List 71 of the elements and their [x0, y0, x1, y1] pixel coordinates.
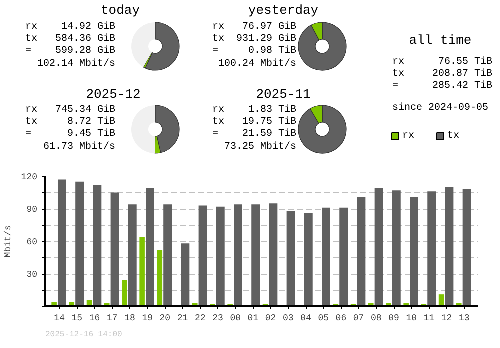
text: =	[392, 81, 399, 92]
y-tick-label: 30	[26, 270, 38, 280]
x-tick-label: 17	[106, 314, 118, 324]
text: =	[212, 129, 219, 140]
text: =	[212, 46, 219, 57]
text: 9.45 TiB	[67, 128, 116, 140]
text: tx	[212, 117, 225, 128]
x-tick-label: 16	[89, 314, 100, 324]
x-tick-label: 09	[388, 314, 400, 324]
text: 931.29 GiB	[236, 33, 297, 45]
y-tick-label: 60	[26, 238, 38, 248]
text: 584.36 GiB	[55, 33, 116, 45]
text: 599.28 GiB	[55, 45, 116, 57]
text: 8.72 TiB	[67, 116, 116, 128]
text: =	[26, 129, 32, 140]
text: 102.14 Mbit/s	[37, 58, 116, 70]
chart-title: 2025-11	[256, 87, 312, 102]
x-tick-label: 07	[353, 314, 364, 324]
x-tick-label: 20	[160, 314, 171, 324]
chart-title: today	[100, 3, 140, 18]
x-tick-label: 14	[54, 314, 65, 324]
y-axis-title: Mbit/s	[3, 225, 14, 258]
x-tick-label: 08	[371, 314, 382, 324]
text: 14.92 GiB	[61, 21, 116, 33]
legend-label: tx	[448, 131, 460, 142]
x-tick-label: 15	[72, 314, 83, 324]
text: 745.34 GiB	[55, 104, 116, 116]
text: all time	[409, 33, 472, 48]
text: rx	[392, 57, 405, 68]
x-tick-label: 13	[459, 314, 470, 324]
chart-title: yesterday	[248, 3, 319, 18]
text: 208.87 TiB	[432, 68, 493, 80]
chart-title: 2025-12	[86, 87, 141, 102]
text: since 2024-09-05	[392, 102, 489, 114]
x-tick-label: 10	[406, 314, 418, 324]
text: 61.73 Mbit/s	[43, 141, 116, 153]
text: rx	[26, 105, 38, 116]
text: =	[26, 46, 32, 57]
x-tick-label: 01	[248, 314, 259, 324]
text: tx	[26, 117, 38, 128]
text: rx	[212, 22, 225, 33]
x-tick-label: 05	[318, 314, 330, 324]
text: 0.98 TiB	[248, 45, 297, 57]
x-tick-label: 19	[142, 314, 153, 324]
y-tick-label: 90	[26, 205, 38, 215]
x-tick-label: 12	[441, 314, 452, 324]
text: 73.25 Mbit/s	[224, 141, 297, 153]
text: tx	[26, 34, 38, 45]
text: tx	[392, 69, 405, 80]
text: 19.75 TiB	[242, 116, 297, 128]
text: 285.42 TiB	[432, 80, 493, 92]
text: 1.83 TiB	[248, 104, 297, 116]
text: rx	[26, 22, 38, 33]
text: 21.59 TiB	[242, 128, 297, 140]
x-tick-label: 00	[230, 314, 242, 324]
text: 100.24 Mbit/s	[218, 58, 297, 70]
x-tick-label: 22	[194, 314, 206, 324]
text: rx	[212, 105, 225, 116]
text: 76.97 GiB	[242, 21, 297, 33]
x-tick-label: 11	[424, 314, 435, 324]
x-tick-label: 21	[177, 314, 188, 324]
x-tick-label: 18	[124, 314, 136, 324]
x-tick-label: 06	[336, 314, 347, 324]
x-tick-label: 04	[300, 314, 312, 324]
text: tx	[212, 34, 225, 45]
y-tick-label: 120	[21, 172, 38, 182]
text: 76.55 TiB	[438, 56, 493, 68]
legend-label: rx	[402, 131, 415, 142]
x-tick-label: 03	[283, 314, 294, 324]
x-tick-label: 23	[212, 314, 224, 324]
x-tick-label: 02	[265, 314, 276, 324]
